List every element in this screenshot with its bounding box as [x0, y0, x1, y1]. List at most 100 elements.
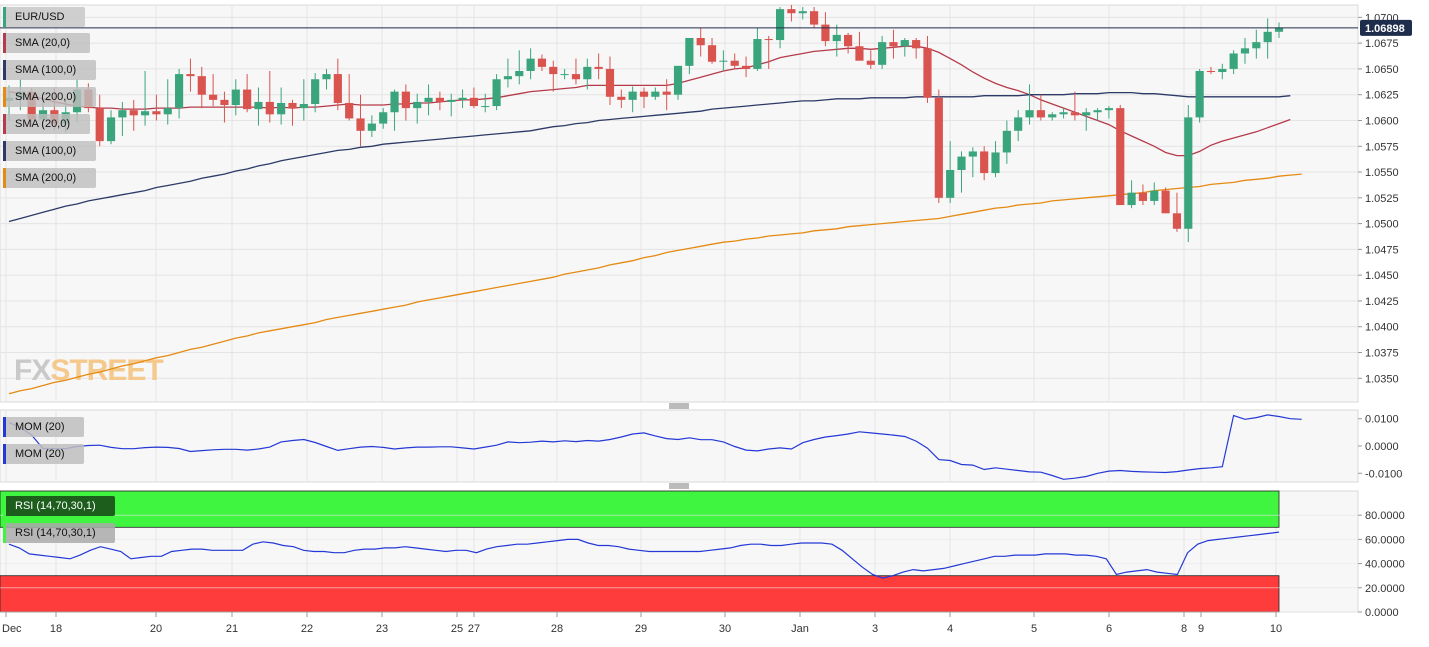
candle-body	[1263, 31, 1272, 43]
overlay-legend-1[interactable]: SMA (20,0)	[3, 33, 90, 53]
candle	[1195, 68, 1204, 123]
candle-body	[175, 74, 184, 109]
candle	[367, 115, 376, 137]
overlay-legend-5[interactable]: SMA (100,0)	[3, 141, 96, 161]
price-axis-label: 1.0625	[1365, 90, 1399, 102]
candle-body	[628, 91, 637, 100]
candle	[526, 48, 535, 80]
candle	[537, 54, 547, 71]
candle	[186, 58, 195, 92]
candle	[753, 27, 762, 71]
candle	[288, 99, 297, 126]
candle-body	[946, 169, 955, 198]
candle	[492, 74, 501, 111]
candle-body	[1002, 130, 1011, 153]
candle-body	[923, 48, 932, 98]
candle-body	[719, 60, 728, 62]
candle-body	[458, 97, 467, 100]
time-axis-label: 10	[1270, 623, 1282, 635]
candle-body	[798, 11, 807, 14]
mom-legend-2[interactable]: MOM (20)	[3, 444, 84, 464]
candle-body	[1252, 42, 1261, 49]
candle-body	[900, 40, 909, 47]
mom-axis-label: -0.0100	[1365, 468, 1402, 480]
price-axis-label: 1.0650	[1365, 64, 1399, 76]
overlay-legend-3[interactable]: SMA (200,0)	[3, 87, 96, 107]
candle	[424, 84, 433, 116]
time-axis-label: 5	[1031, 623, 1037, 635]
rsi-overbought-zone	[0, 490, 1280, 528]
overlay-legend-3-label: SMA (200,0)	[15, 91, 77, 103]
mom-legend-1[interactable]: MOM (20)	[3, 417, 84, 437]
candle	[707, 37, 717, 64]
price-axis-label: 1.0525	[1365, 193, 1399, 205]
candle-body	[1218, 68, 1227, 73]
symbol-legend[interactable]: EUR/USD	[3, 7, 85, 27]
candle	[1059, 108, 1068, 119]
candle-body	[810, 11, 819, 25]
overlay-legend-4-color-marker	[3, 114, 6, 134]
panel-resize-handle-1[interactable]	[669, 403, 689, 409]
candle	[413, 93, 422, 124]
candle-body	[764, 39, 773, 41]
candle	[651, 87, 660, 100]
overlay-legend-6[interactable]: SMA (200,0)	[3, 168, 96, 188]
candle-body	[560, 74, 569, 76]
candle-body	[1161, 190, 1170, 214]
candle	[741, 56, 751, 78]
rsi-legend-2[interactable]: RSI (14,70,30,1)	[3, 523, 115, 543]
overlay-legend-2[interactable]: SMA (100,0)	[3, 60, 96, 80]
candle-body	[696, 37, 705, 46]
candle-body	[1229, 53, 1238, 69]
time-axis-label: 25	[451, 623, 463, 635]
candle-body	[356, 118, 365, 131]
candle-body	[685, 37, 694, 66]
candle	[866, 50, 875, 69]
candle-body	[968, 151, 977, 157]
candle-body	[673, 65, 683, 95]
candle-body	[1274, 27, 1284, 32]
candle-body	[1093, 110, 1102, 113]
panel-resize-handle-2[interactable]	[669, 483, 689, 489]
candle-body	[1059, 112, 1068, 115]
candle	[1002, 120, 1011, 164]
candle	[1093, 108, 1102, 121]
candle-body	[220, 99, 229, 106]
rsi-legend-1-label: RSI (14,70,30,1)	[15, 500, 96, 512]
time-axis-label: 3	[872, 623, 878, 635]
rsi-legend-1[interactable]: RSI (14,70,30,1)	[3, 496, 115, 516]
candle	[254, 87, 263, 126]
candle	[140, 70, 150, 126]
candle	[1252, 29, 1261, 59]
candle	[878, 35, 887, 69]
candle	[1036, 94, 1045, 121]
candle-body	[787, 9, 796, 14]
overlay-legend-4[interactable]: SMA (20,0)	[3, 114, 90, 134]
candle	[379, 108, 388, 129]
candle	[209, 74, 218, 107]
candle-body	[1184, 117, 1193, 229]
candle-body	[549, 66, 558, 75]
candle	[1116, 105, 1125, 206]
overlay-legend-4-label: SMA (20,0)	[15, 118, 71, 130]
candle-body	[299, 103, 308, 109]
overlay-legend-2-label: SMA (100,0)	[15, 64, 77, 76]
candle	[243, 74, 252, 113]
mom-panel	[0, 409, 1359, 483]
mom-legend-1-label: MOM (20)	[15, 421, 65, 433]
candle	[900, 37, 909, 57]
candle-body	[991, 152, 1000, 174]
candle-body	[118, 110, 127, 118]
last-price-value: 1.06898	[1365, 23, 1405, 35]
candle-body	[1195, 70, 1204, 118]
candle	[322, 68, 331, 90]
candle	[696, 27, 705, 57]
time-axis-label: 27	[468, 623, 480, 635]
candle	[469, 87, 478, 109]
candle	[345, 74, 354, 121]
candle-body	[707, 45, 717, 62]
rsi-line	[8, 531, 1280, 579]
rsi-axis-label: 80.0000	[1365, 510, 1405, 522]
candle	[787, 5, 796, 22]
